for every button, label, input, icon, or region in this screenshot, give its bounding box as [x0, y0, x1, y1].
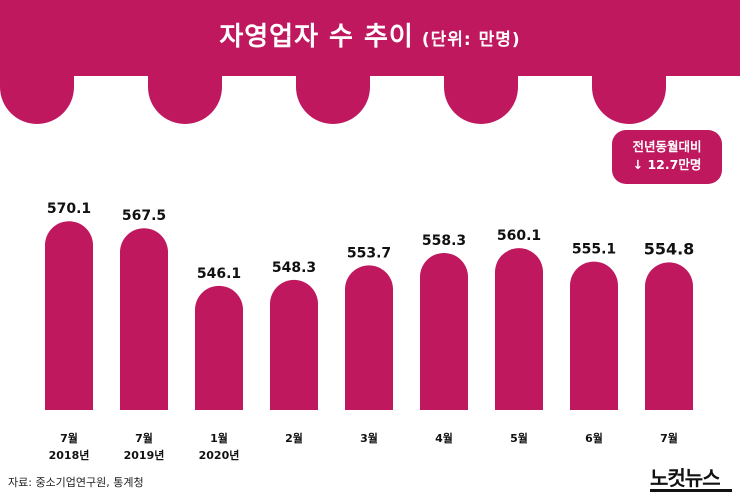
bar [495, 248, 543, 410]
awning-scallop [592, 76, 666, 124]
chart-title-text: 자영업자 수 추이 [219, 22, 414, 52]
bar-value-label: 560.1 [497, 228, 541, 244]
bar [195, 285, 243, 410]
awning-scallop [666, 76, 740, 124]
x-tick-label: 6월 [585, 431, 603, 445]
bar-value-label: 567.5 [122, 208, 166, 224]
x-tick-label: 3월 [360, 431, 378, 445]
awning-scallop [74, 76, 148, 124]
bar [420, 252, 468, 410]
brand-logo: 노컷뉴스 [650, 466, 721, 490]
bar-value-label: 554.8 [644, 239, 695, 258]
bar [45, 221, 93, 410]
x-tick-label: 2019년 [124, 448, 165, 462]
bar-value-label: 553.7 [347, 245, 391, 261]
x-tick-label: 5월 [510, 431, 528, 445]
awning-graphic [0, 0, 740, 124]
yoy-change-badge: 전년동월대비 ↓ 12.7만명 [612, 130, 722, 184]
brand-underline [650, 489, 732, 492]
bar-value-label: 548.3 [272, 260, 316, 276]
chart-title-unit: (단위: 만명) [421, 30, 521, 50]
awning-scallop [148, 76, 222, 124]
awning-scallop [296, 76, 370, 124]
x-tick-label: 2월 [285, 431, 303, 445]
bar-value-label: 555.1 [572, 242, 616, 258]
bar [345, 265, 393, 410]
awning-scallop [0, 76, 74, 124]
awning-scallop [518, 76, 592, 124]
x-tick-label: 2018년 [49, 448, 90, 462]
awning-scallop [370, 76, 444, 124]
x-tick-label: 7월 [135, 431, 153, 445]
awning-scallop [222, 76, 296, 124]
x-tick-label: 7월 [660, 431, 678, 445]
bar-value-label: 558.3 [422, 233, 466, 249]
bar [645, 262, 693, 410]
bar [120, 228, 168, 410]
chart-title: 자영업자 수 추이 (단위: 만명) [0, 16, 740, 53]
x-tick-label: 2020년 [199, 448, 240, 462]
awning-scallop [444, 76, 518, 124]
awning-band [0, 0, 740, 78]
bar-value-label: 546.1 [197, 266, 241, 282]
bar-value-label: 570.1 [47, 201, 91, 217]
yoy-change-label: 전년동월대비 [632, 139, 702, 154]
source-note: 자료: 중소기업연구원, 통계청 [8, 476, 144, 489]
bar [570, 261, 618, 410]
bar [270, 279, 318, 410]
x-tick-label: 4월 [435, 431, 453, 445]
x-tick-label: 7월 [60, 431, 78, 445]
x-tick-label: 1월 [210, 431, 228, 445]
yoy-change-value: ↓ 12.7만명 [632, 157, 702, 172]
